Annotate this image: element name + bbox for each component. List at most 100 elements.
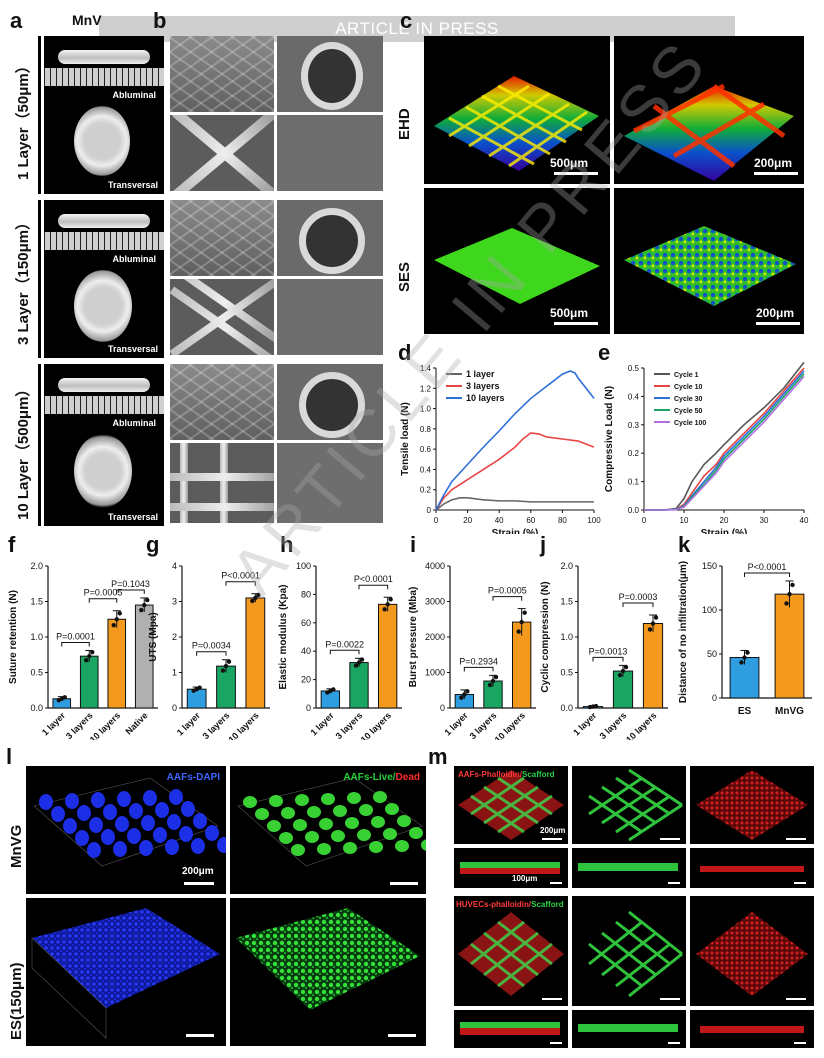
data-point-2-2 — [522, 610, 527, 615]
transversal-photo-10: Transversal — [44, 432, 164, 526]
y-axis-label: UTS (Mpa) — [148, 612, 159, 661]
x-tick-label: 10 layers — [493, 710, 527, 740]
cell-cluster-2-1 — [103, 804, 117, 820]
huvecs-merge-grid — [458, 912, 564, 996]
panel-label-f: f — [8, 532, 16, 557]
significance-bracket-1 — [492, 596, 523, 601]
cell-cluster-3-2 — [345, 817, 359, 829]
ses-3d-render-high-mag: 200μm — [614, 188, 804, 334]
panel-label-b: b — [153, 8, 167, 33]
cell-cluster-4-3 — [383, 828, 397, 840]
x-tick-label: MnVG — [775, 706, 804, 717]
p-value-label-1: P=0.0003 — [619, 592, 658, 602]
p-value-label-0: P<0.0001 — [748, 562, 787, 572]
data-point-0-2 — [197, 685, 202, 690]
y-tick-label: 1.4 — [420, 364, 432, 373]
huvecs-side-view-merge — [454, 1010, 568, 1048]
live-cells-grid — [237, 777, 426, 867]
y-tick-label: 1.5 — [560, 597, 573, 607]
cell-cluster-4-4 — [191, 838, 205, 854]
p-value-label-1: P=0.0005 — [488, 586, 527, 596]
y-tick-label: 1 — [172, 668, 177, 678]
data-point-2-2 — [117, 611, 122, 616]
data-point-2-0 — [250, 598, 255, 604]
data-point-1-2 — [359, 657, 365, 662]
y-tick-label: 0.4 — [420, 465, 432, 474]
live-dense-layer — [236, 908, 420, 1010]
cell-cluster-4-1 — [155, 802, 169, 818]
data-point-2-2 — [388, 597, 393, 602]
significance-bracket-1 — [622, 602, 654, 607]
cell-cluster-5-1 — [181, 801, 195, 817]
panel-label-e: e — [598, 340, 611, 365]
series-line-4 — [644, 375, 805, 511]
row-label-10-layer: 10 Layer（500μm） — [15, 381, 32, 520]
scale-bar-label: 200μm — [754, 156, 793, 170]
y-tick-label: 2000 — [425, 632, 445, 642]
huvecs-phalloidin-label: HUVECs-phalloidin/ — [456, 900, 532, 909]
ehd-3d-render-low-mag: 500μm — [424, 36, 610, 184]
data-point-1-0 — [784, 601, 789, 606]
huvecs-scaffold-render — [572, 896, 686, 1006]
data-point-1-0 — [220, 668, 226, 673]
x-tick-label: 10 — [680, 516, 689, 525]
cell-cluster-1-2 — [293, 819, 307, 831]
cell-cluster-3-4 — [369, 841, 383, 853]
ses-surface-render — [434, 228, 600, 304]
y-tick-label: 1.0 — [30, 632, 43, 642]
x-tick-label: 40 — [800, 516, 809, 525]
cell-cluster-1-1 — [77, 805, 91, 821]
legend-entry-4: Cycle 100 — [674, 420, 706, 427]
y-axis-label: Distance of no infiltration(μm) — [678, 561, 689, 703]
chart-k-no-infiltration: 0 50 100 150 Distance of no infiltration(μm)… — [678, 561, 812, 717]
y-tick-label: 1.0 — [560, 632, 573, 642]
chart-j-cyclic-compression: 0.0 0.5 1.0 1.5 2.0 Cyclic compression (N) 1 l… — [540, 561, 668, 740]
p-value-label-0: P=0.0013 — [589, 646, 628, 656]
significance-bracket-0 — [196, 651, 227, 656]
transversal-photo-3: Transversal — [44, 268, 164, 358]
panel-label-h: h — [280, 532, 294, 557]
data-point-1-2 — [623, 664, 629, 670]
y-tick-label: 20 — [301, 675, 311, 685]
cell-cluster-5-4 — [421, 839, 426, 851]
legend-entry-0: Cycle 1 — [674, 372, 699, 379]
x-tick-label: 0 — [642, 516, 647, 525]
abluminal-photo-3: Abluminal — [44, 200, 164, 268]
y-tick-label: 3000 — [425, 597, 445, 607]
bar-1 — [79, 655, 99, 709]
p-value-label-2: P=0.1043 — [111, 579, 150, 589]
data-point-2-2 — [256, 592, 261, 598]
significance-bracket-0 — [329, 649, 360, 655]
y-tick-label: 2.0 — [30, 561, 43, 571]
y-tick-label: 0.6 — [420, 445, 432, 454]
data-point-0-2 — [465, 689, 470, 694]
y-axis-label: Tensile load (N) — [400, 402, 411, 476]
data-point-1-0 — [84, 657, 89, 663]
cell-cluster-3-3 — [153, 827, 167, 843]
cell-cluster-2-0 — [295, 794, 309, 806]
y-tick-label: 50 — [707, 649, 717, 659]
sem-cross-section-10 — [277, 364, 383, 440]
series-line-0 — [435, 497, 594, 511]
ses-surface-render-zoom — [624, 226, 796, 306]
x-tick-label: ES — [738, 706, 752, 717]
x-tick-label: 10 layers — [624, 710, 658, 740]
y-tick-label: 0.0 — [30, 703, 43, 713]
x-tick-label: 60 — [526, 516, 535, 525]
data-point-1-2 — [790, 582, 795, 588]
cell-cluster-0-0 — [39, 794, 53, 810]
render-bounding-box — [33, 777, 219, 867]
cell-cluster-3-4 — [165, 839, 179, 855]
row-bar-3 — [38, 200, 41, 358]
data-point-1-2 — [90, 649, 95, 655]
panel-label-d: d — [398, 340, 412, 365]
x-tick-label: 1 layer — [443, 710, 471, 738]
sem-fiber-10 — [170, 443, 274, 523]
y-tick-label: 0.8 — [420, 425, 432, 434]
panel-label-m: m — [428, 744, 448, 769]
bar-0 — [186, 688, 207, 709]
cell-cluster-2-3 — [127, 828, 141, 844]
y-tick-label: 0.2 — [628, 449, 640, 458]
